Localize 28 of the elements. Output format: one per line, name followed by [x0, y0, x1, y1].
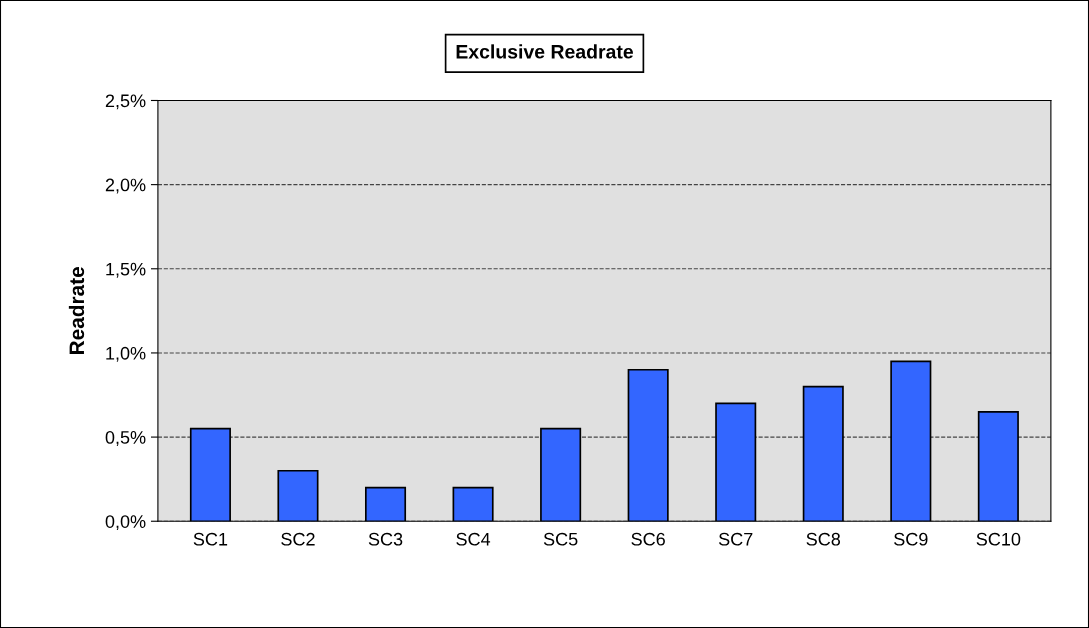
y-tick-label: 0,0%: [105, 515, 146, 531]
bar: [977, 411, 1019, 522]
bar: [802, 385, 844, 522]
chart-title: Exclusive Readrate: [456, 44, 634, 59]
bar: [189, 427, 231, 522]
bar: [890, 360, 932, 522]
y-tick-label: 2,0%: [105, 178, 146, 194]
x-tick-label: SC1: [193, 532, 228, 546]
bar: [452, 486, 494, 522]
x-tick-label: SC2: [281, 532, 315, 546]
bar: [540, 427, 582, 522]
x-tick-label: SC10: [976, 532, 1021, 546]
x-tick-label: SC5: [543, 532, 578, 546]
y-axis-title: Readrate: [68, 266, 85, 355]
y-tick-label: 0,5%: [105, 431, 146, 446]
x-tick-label: SC3: [368, 532, 403, 546]
x-tick-label: SC4: [456, 532, 491, 546]
bar: [627, 368, 669, 522]
x-tick-label: SC8: [806, 532, 841, 546]
x-tick-label: SC6: [631, 532, 665, 546]
x-tick-label: SC7: [718, 532, 753, 546]
x-tick-label: SC9: [894, 532, 928, 546]
bar: [277, 469, 319, 522]
y-tick-label: 2,5%: [105, 94, 146, 110]
bar: [715, 402, 757, 522]
y-tick-label: 1,0%: [106, 346, 146, 362]
bar: [364, 486, 407, 522]
y-tick-label: 1,5%: [106, 262, 146, 278]
